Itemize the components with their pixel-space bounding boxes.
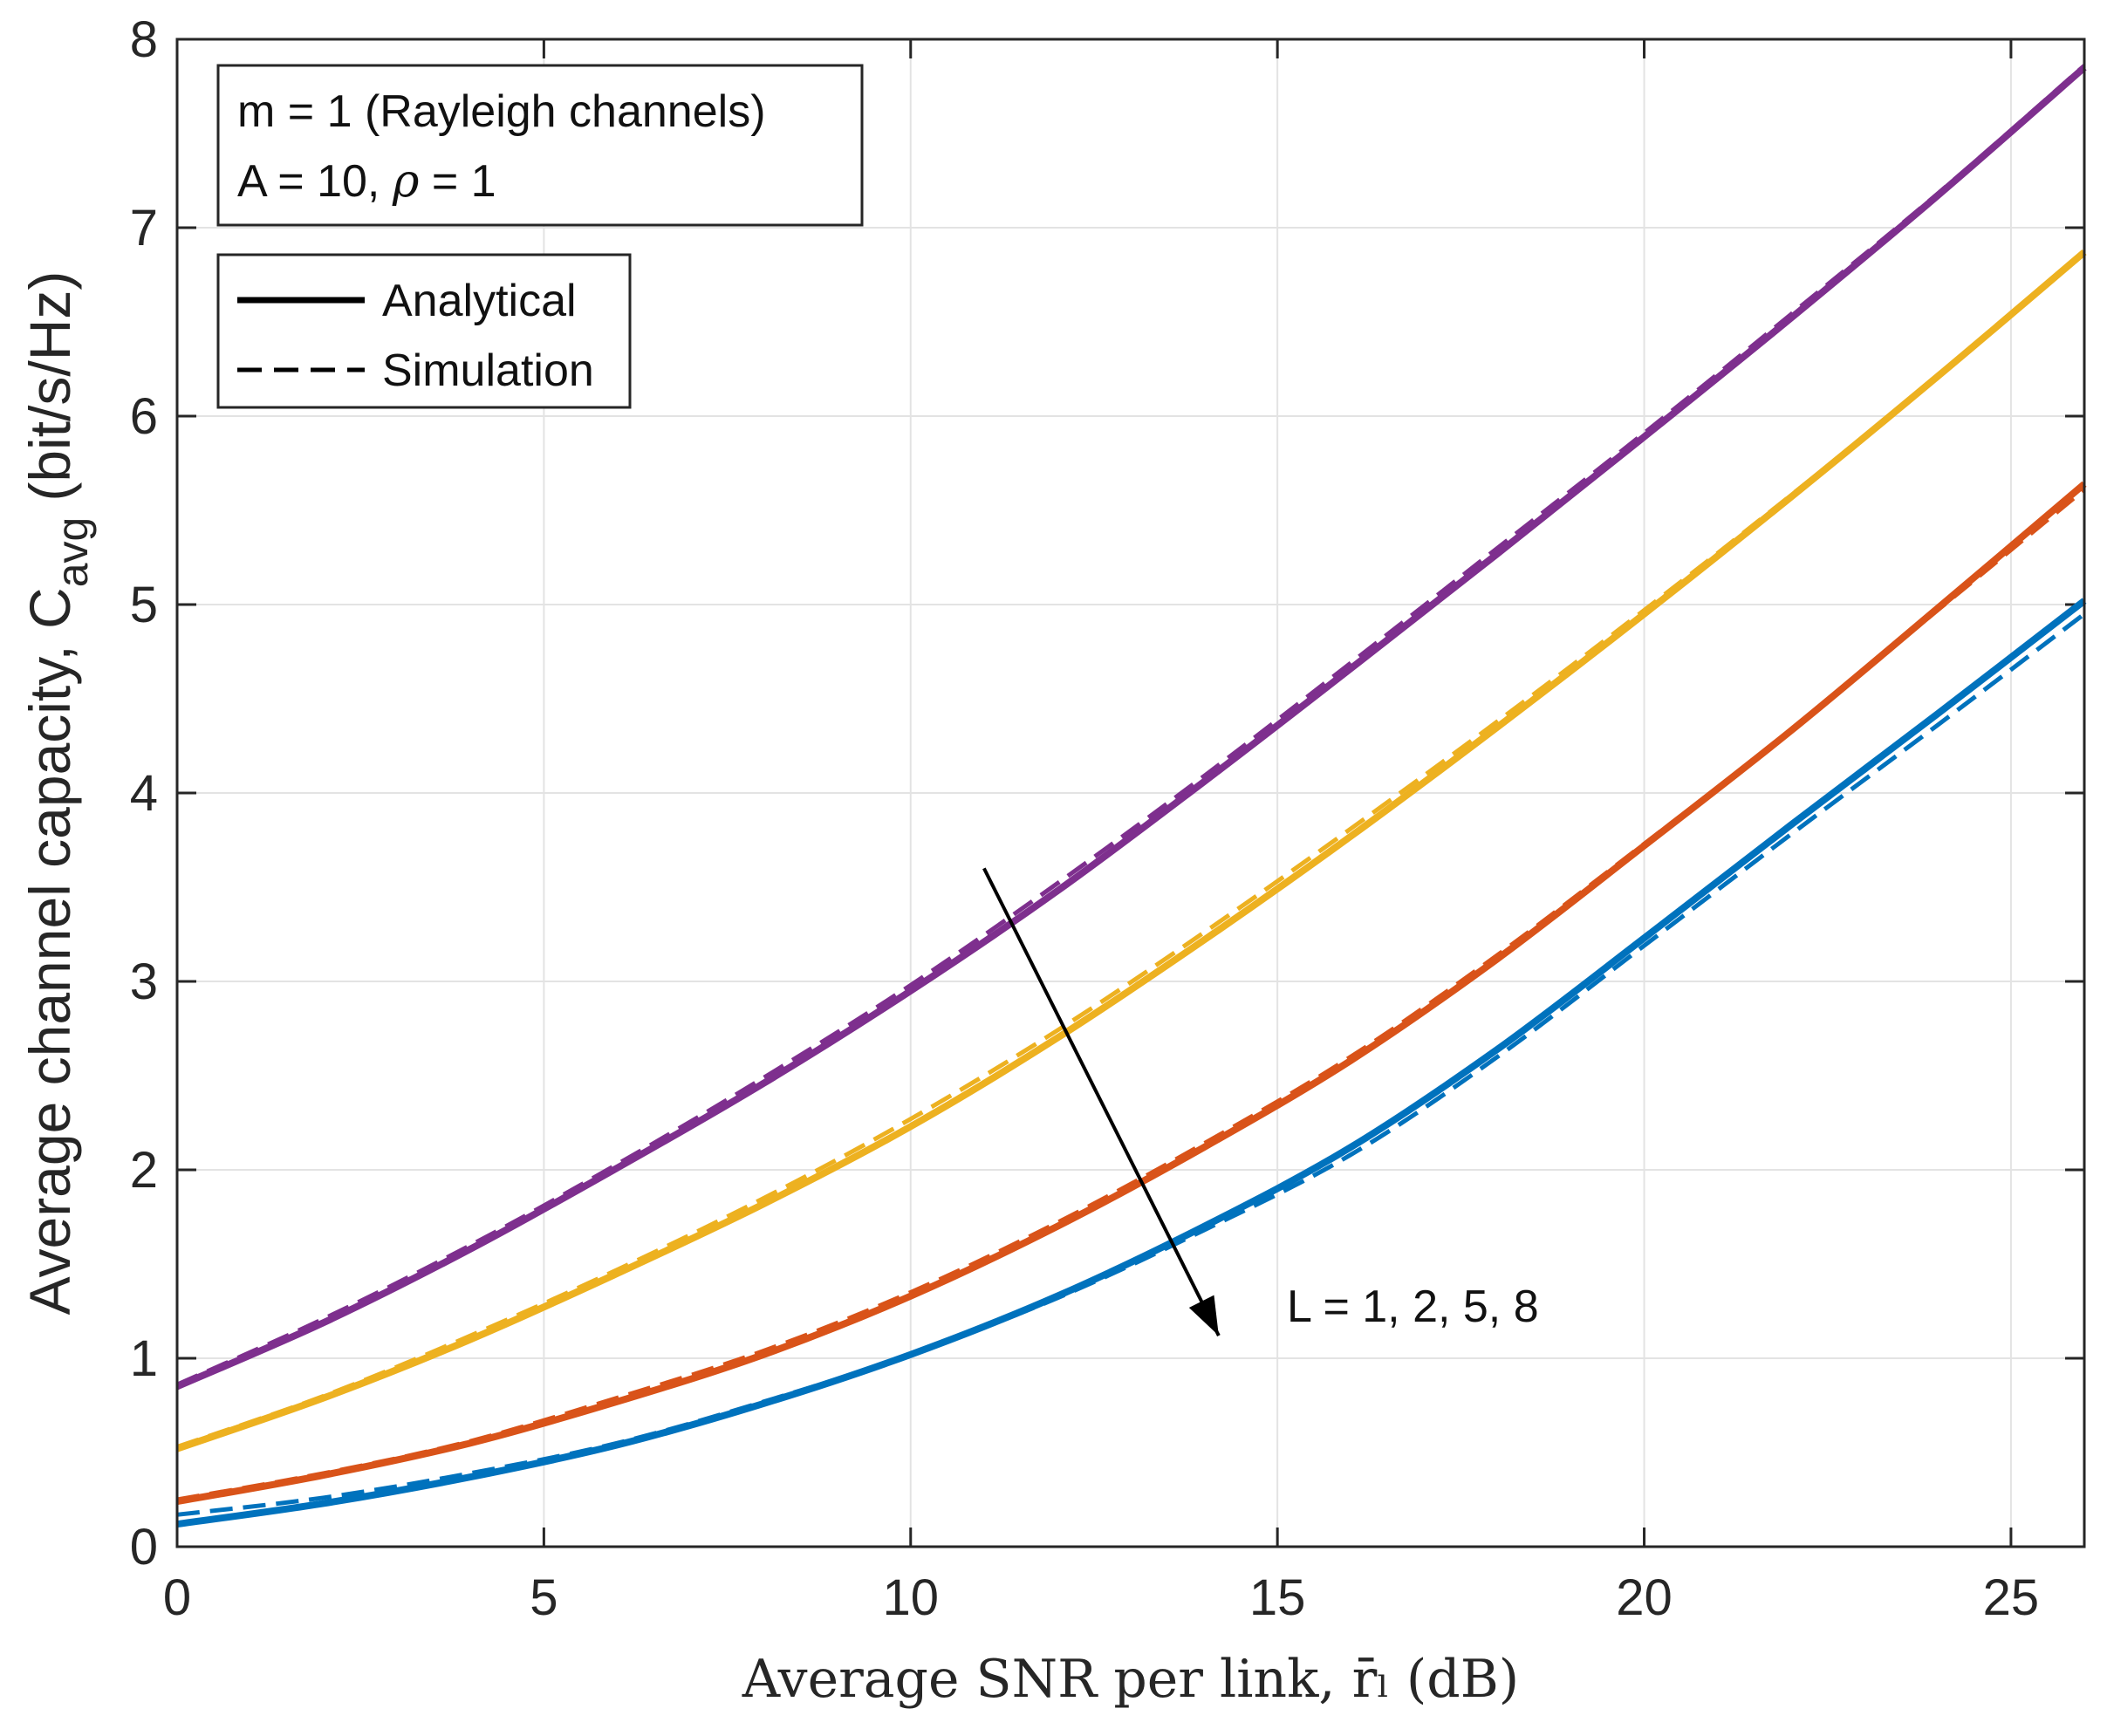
x-tick-label: 0 [163,1569,191,1626]
y-tick-labels: 0 1 2 3 4 5 6 7 8 [130,11,158,1575]
series-l-5-analytical-line [175,249,2087,1452]
y-tick-label: 8 [130,11,158,68]
x-tick-labels: 0 5 10 15 20 25 [163,1569,2039,1626]
axes-box [175,38,2086,1548]
y-axis-label-units: (bit/s/Hz) [17,271,82,502]
annotation-arrow [982,867,1221,1336]
x-axis-label: Average SNR per link, r̄ₗ (dB) [742,1649,1519,1710]
y-tick-label: 1 [130,1330,158,1387]
series-l-8-analytical-line [175,65,2087,1391]
y-axis-label-subscript: avg [48,517,97,588]
series-lines [175,64,2087,1528]
y-tick-label: 0 [130,1519,158,1575]
info-box: m = 1 (Rayleigh channels) A = 10, ρ = 1 [216,64,864,227]
annotation-arrowhead [1188,1295,1219,1336]
y-tick-label: 3 [130,953,158,1010]
series-l-1-simulation-line [176,612,2086,1517]
x-tick-label: 15 [1249,1569,1306,1626]
info-box-line2: A = 10, ρ = 1 [237,155,496,208]
y-tick-label: 5 [130,577,158,633]
y-tick-label: 7 [130,200,158,256]
x-tick-label: 20 [1616,1569,1673,1626]
annotation-text: L = 1, 2, 5, 8 [1287,1281,1539,1332]
y-axis-label: Average channel capacity, Cavg (bit/s/Hz) [17,271,97,1316]
info-box-line2-suffix: = 1 [419,156,496,207]
x-tick-label: 25 [1983,1569,2040,1626]
series-l-2-analytical-line [176,481,2087,1506]
series-l-1-analytical-line [176,598,2087,1528]
legend: Analytical Simulation [216,253,632,409]
info-box-line1: m = 1 (Rayleigh channels) [237,86,766,137]
y-tick-label: 4 [130,765,158,822]
x-tick-label: 5 [530,1569,558,1626]
rho-symbol: ρ [392,155,420,208]
legend-entry-simulation: Simulation [382,345,594,396]
info-box-line2-prefix: A = 10, [237,156,393,207]
legend-entry-analytical: Analytical [382,276,577,326]
y-tick-label: 2 [130,1142,158,1199]
y-axis-label-main: Average channel capacity, C [17,587,82,1315]
y-tick-label: 6 [130,388,158,445]
x-tick-label: 10 [883,1569,940,1626]
